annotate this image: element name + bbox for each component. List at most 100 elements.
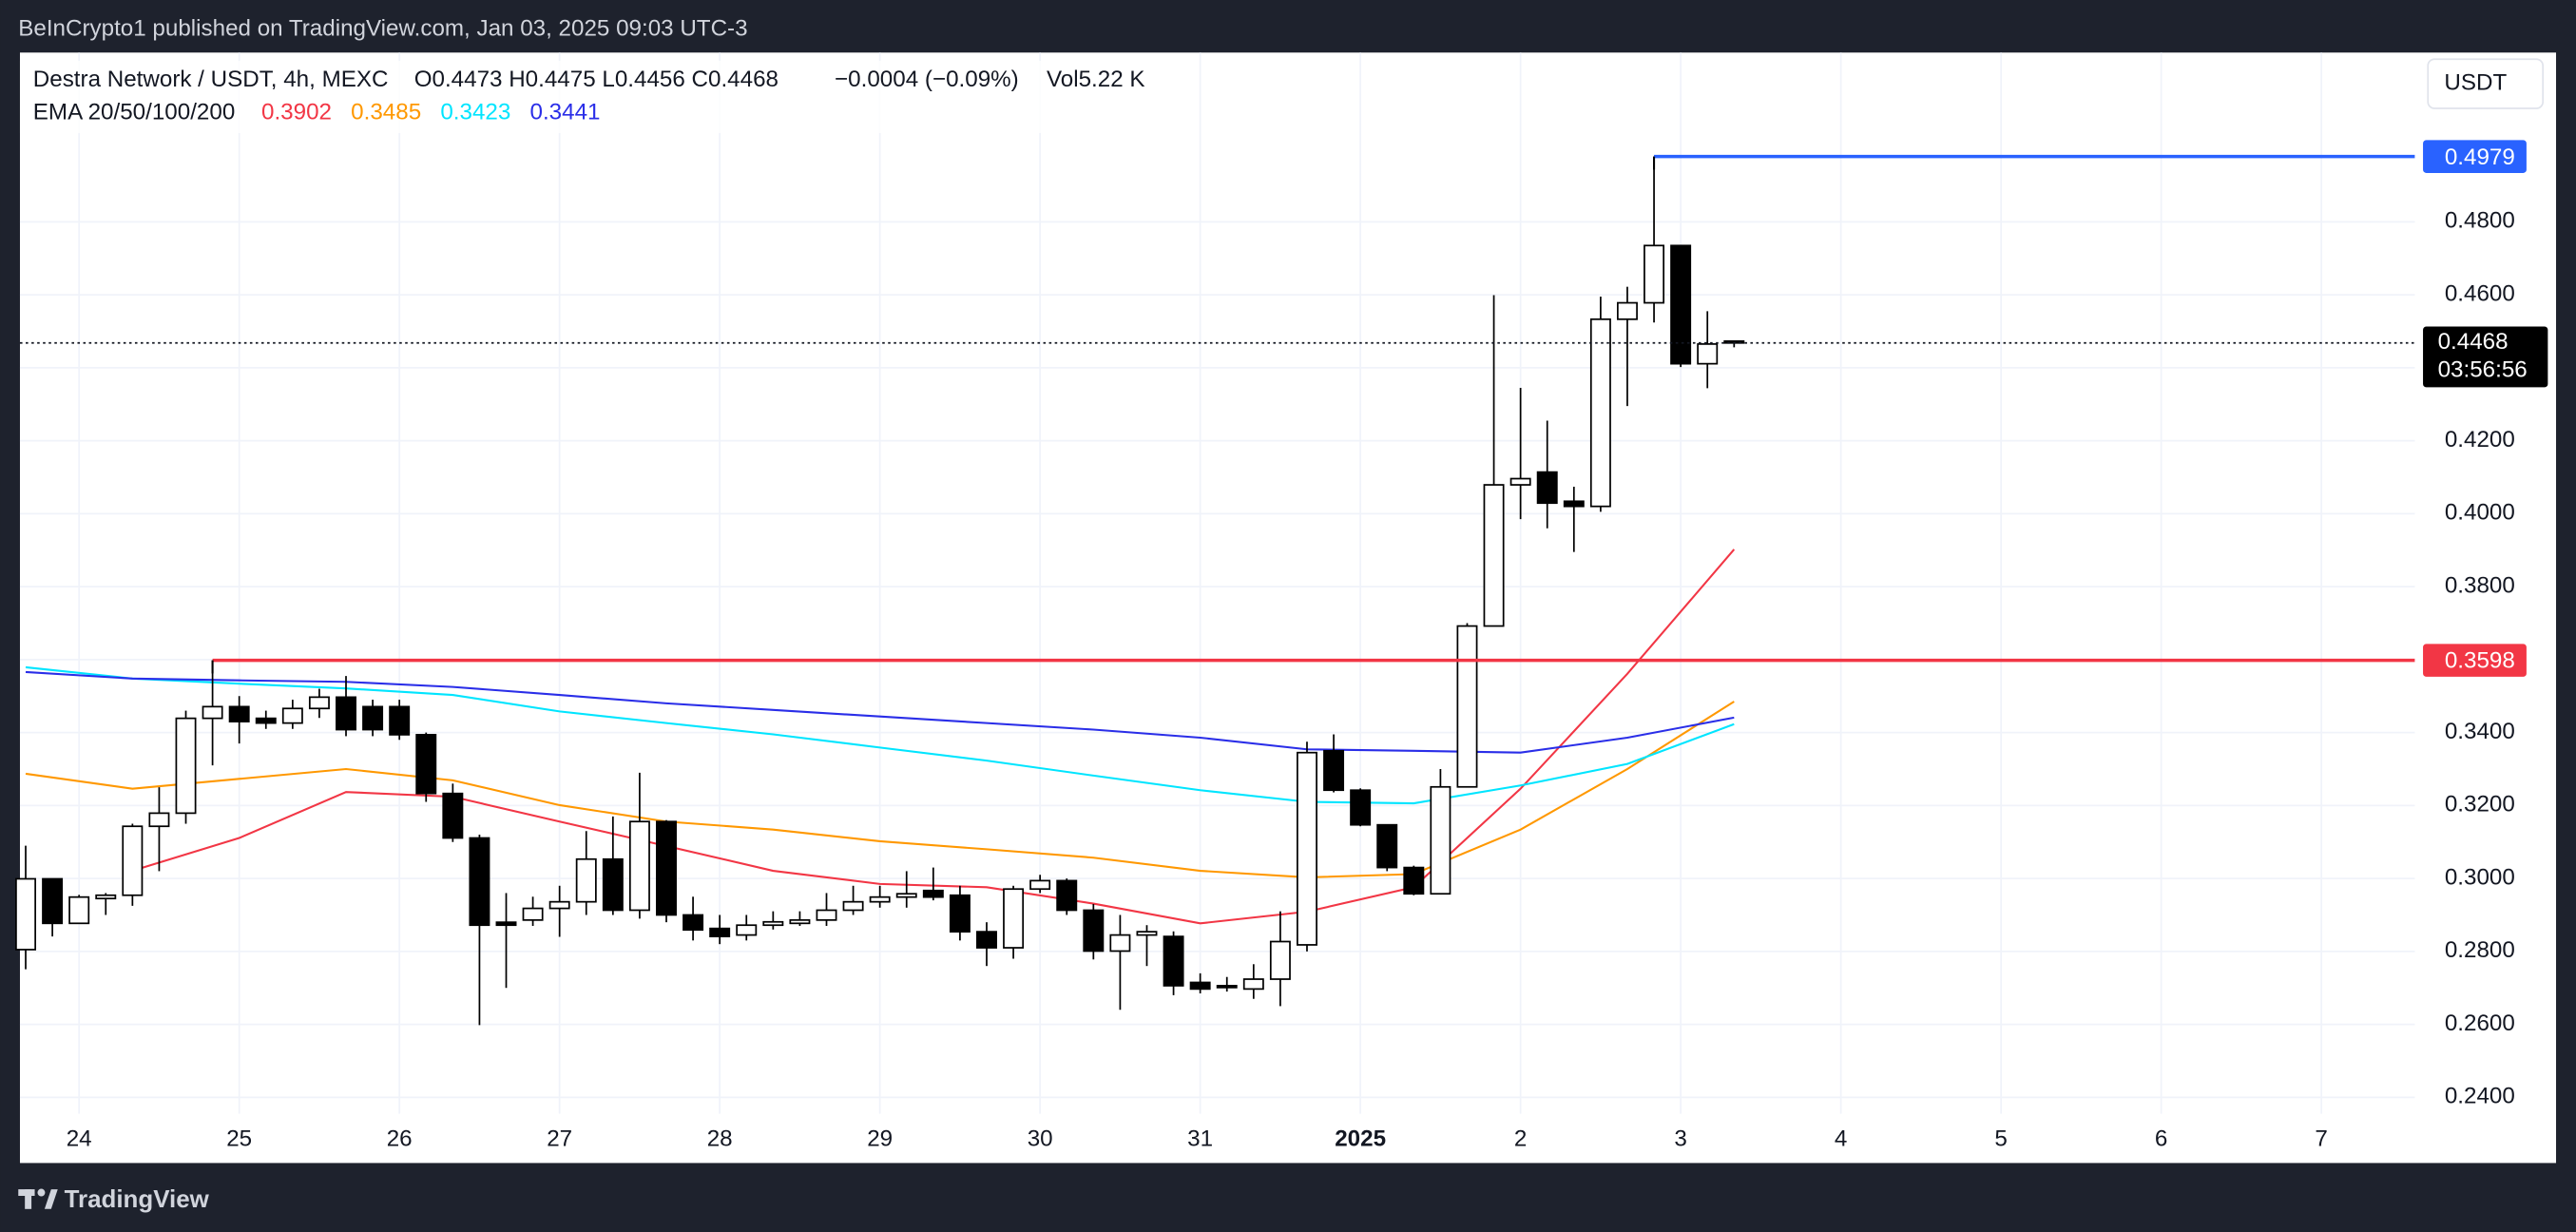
- candle-body: [469, 837, 490, 927]
- candle-body: [1163, 935, 1184, 987]
- grid: 0.24000.26000.28000.30000.32000.34000.36…: [19, 52, 2515, 1152]
- candle-body: [362, 705, 384, 731]
- candle-body: [1697, 343, 1719, 365]
- candle-body: [1483, 484, 1505, 627]
- brand: TradingView: [65, 1186, 210, 1213]
- candle-body: [68, 895, 90, 925]
- candle-body: [442, 792, 464, 839]
- y-tick-label: 0.3200: [2445, 792, 2515, 818]
- currency-button[interactable]: [2427, 58, 2545, 109]
- candle-body: [1509, 477, 1531, 486]
- candle-body: [389, 705, 411, 736]
- candle-body: [1616, 301, 1638, 320]
- x-tick-label: 5: [1994, 1126, 2007, 1152]
- volume: Vol5.22 K: [1047, 67, 1145, 92]
- candle-body: [1376, 823, 1398, 869]
- symbol: Destra Network / USDT, 4h, MEXC: [33, 67, 389, 92]
- candle-body: [1242, 978, 1264, 991]
- x-tick-label: 2025: [1335, 1126, 1386, 1152]
- candle-body: [976, 931, 997, 949]
- countdown: 03:56:56: [2438, 357, 2528, 383]
- x-tick-label: 27: [547, 1126, 572, 1152]
- candle-body: [1323, 749, 1345, 792]
- candle-body: [15, 877, 36, 951]
- x-tick-label: 6: [2155, 1126, 2167, 1152]
- ema-label: EMA 20/50/100/200: [33, 100, 235, 125]
- x-tick-label: 4: [1835, 1126, 1847, 1152]
- ema-value: 0.3423: [440, 100, 510, 125]
- candle-body: [1430, 785, 1451, 895]
- candle-body: [522, 907, 544, 921]
- candle-body: [1589, 318, 1611, 508]
- candle-body: [122, 825, 144, 896]
- candle-body: [1083, 909, 1105, 953]
- current-price-box: [2423, 326, 2548, 388]
- candle-body: [202, 705, 223, 720]
- candle-body: [789, 918, 811, 925]
- y-tick-label: 0.2800: [2445, 937, 2515, 963]
- y-tick-label: 0.4000: [2445, 500, 2515, 526]
- current-price-label: 0.4468: [2438, 329, 2509, 355]
- x-tick-label: 24: [67, 1126, 92, 1152]
- ema-value: 0.3485: [351, 100, 421, 125]
- y-tick-label: 0.3400: [2445, 719, 2515, 744]
- candle-body: [656, 820, 677, 916]
- candle-body: [602, 857, 624, 912]
- chart-panel: [19, 52, 2557, 1164]
- ema-value: 0.3902: [261, 100, 332, 125]
- level-price-label: 0.4979: [2445, 144, 2515, 170]
- x-tick-label: 3: [1674, 1126, 1686, 1152]
- candle-body: [736, 924, 758, 936]
- candle-body: [869, 895, 891, 903]
- y-tick-label: 0.2400: [2445, 1084, 2515, 1109]
- candle-body: [1536, 471, 1558, 505]
- logo-dot: [37, 1188, 46, 1197]
- logo-stem: [25, 1189, 32, 1209]
- legend-backdrop: [19, 60, 1170, 133]
- candle-body: [949, 894, 971, 933]
- y-tick-label: 0.2600: [2445, 1011, 2515, 1036]
- y-tick-label: 0.3800: [2445, 572, 2515, 598]
- currency-label: USDT: [2444, 70, 2507, 96]
- candle-body: [175, 717, 197, 815]
- candle-body: [816, 909, 837, 921]
- published-note: BeInCrypto1 published on TradingView.com…: [18, 15, 747, 41]
- x-tick-label: 28: [707, 1126, 733, 1152]
- candle-body: [228, 705, 250, 722]
- candle-body: [709, 927, 731, 937]
- candle-body: [1563, 500, 1585, 508]
- y-tick-label: 0.4600: [2445, 280, 2515, 306]
- candle-body: [308, 696, 330, 710]
- x-tick-label: 31: [1187, 1126, 1213, 1152]
- candle-body: [1136, 931, 1158, 936]
- candle-body: [1216, 985, 1238, 989]
- candle-body: [1350, 789, 1372, 826]
- ema-value: 0.3441: [530, 100, 601, 125]
- change: −0.0004 (−0.09%): [835, 67, 1019, 92]
- x-tick-label: 2: [1514, 1126, 1527, 1152]
- level-price-box: [2423, 644, 2527, 677]
- candle-body: [922, 889, 944, 898]
- candle-body: [548, 900, 570, 910]
- candle-body: [415, 734, 437, 795]
- candle-body: [281, 707, 303, 724]
- candle-body: [575, 857, 597, 903]
- candle-body: [1297, 751, 1317, 946]
- candle-body: [1029, 879, 1051, 891]
- ema-legend: 0.3902 0.3485 0.3423 0.3441: [261, 100, 601, 125]
- candle-body: [148, 812, 170, 828]
- ema-line: [25, 670, 1735, 754]
- candle-body: [95, 894, 117, 900]
- candle-body: [495, 921, 517, 927]
- candle-body: [42, 877, 64, 925]
- brand-logo: [18, 1188, 58, 1209]
- candle-body: [1456, 625, 1478, 788]
- y-tick-label: 0.4200: [2445, 427, 2515, 452]
- level-price-box: [2423, 140, 2527, 173]
- x-tick-label: 26: [387, 1126, 413, 1152]
- candle-body: [1269, 940, 1291, 980]
- candle-body: [628, 820, 650, 912]
- candle-body: [1189, 981, 1211, 991]
